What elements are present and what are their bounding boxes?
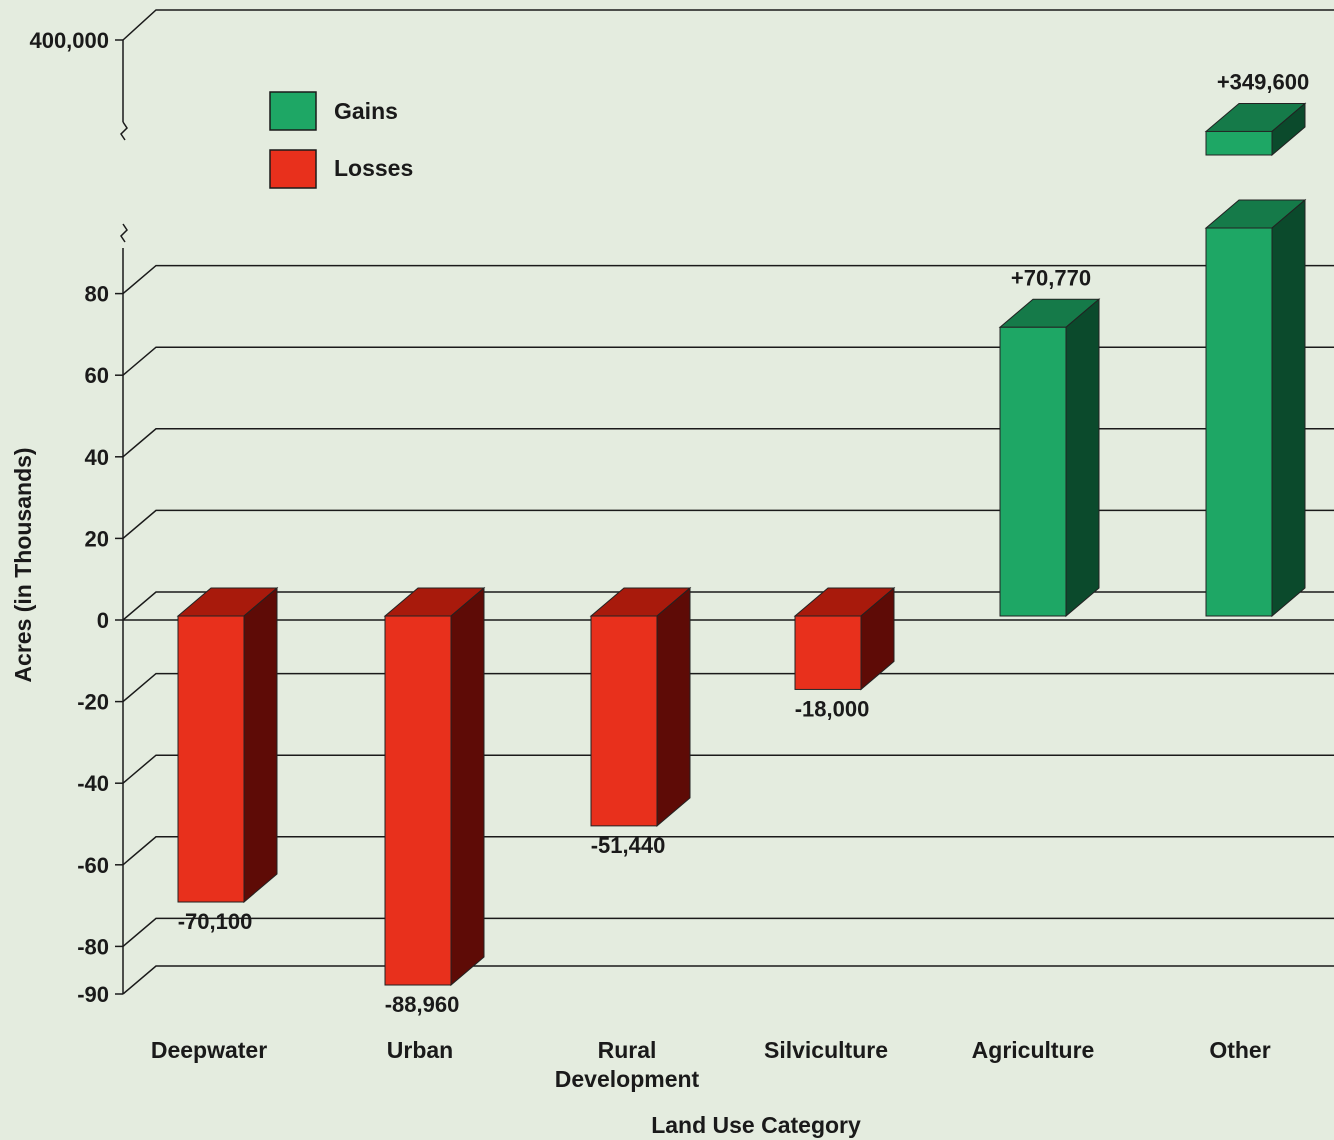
y-tick-label: -40 xyxy=(77,771,109,796)
bar-side-face-upper xyxy=(1271,102,1306,157)
bar-side-face xyxy=(656,586,691,827)
axis-break-mark-upper xyxy=(120,121,128,141)
y-tick-label: 40 xyxy=(85,445,109,470)
data-label: -18,000 xyxy=(795,696,870,721)
data-label: -70,100 xyxy=(178,909,253,934)
bar xyxy=(793,586,896,691)
category-label: Deepwater xyxy=(151,1037,267,1063)
bar-front-face xyxy=(794,615,862,690)
category-label: Silviculture xyxy=(764,1037,888,1063)
bar-side-face xyxy=(450,586,485,987)
bar xyxy=(998,298,1101,618)
bar-front-face xyxy=(177,615,245,903)
legend-gains-label: Gains xyxy=(334,98,398,124)
bar-front-face xyxy=(1205,227,1273,617)
bar-side-face xyxy=(243,586,278,904)
y-tick-label: -90 xyxy=(77,982,109,1007)
legend-losses-swatch xyxy=(269,149,317,189)
data-label: +349,600 xyxy=(1217,69,1309,94)
y-tick-label-upper: 400,000 xyxy=(29,28,109,53)
y-tick-label: 80 xyxy=(85,282,109,307)
bar-front-face xyxy=(590,615,658,827)
y-tick-label: 0 xyxy=(97,608,109,633)
bar-side-face xyxy=(860,586,895,691)
y-tick-label: -20 xyxy=(77,690,109,715)
y-tick-label: 20 xyxy=(85,526,109,551)
axis-break-mark-lower xyxy=(120,223,128,243)
gridline xyxy=(122,965,1334,995)
y-tick-label: 60 xyxy=(85,363,109,388)
bar-front-face xyxy=(384,615,452,986)
gridline xyxy=(122,754,1334,784)
y-tick-label: -60 xyxy=(77,853,109,878)
bar xyxy=(589,586,692,827)
gridline-upper xyxy=(122,9,1334,41)
y-axis: 80 60 40 20 0 -20 -40 -60 -80 -90 400,000 xyxy=(29,28,128,1007)
category-label: Agriculture xyxy=(972,1037,1095,1063)
gridline xyxy=(122,428,1334,458)
y-axis-title: Acres (in Thousands) xyxy=(10,447,36,682)
bar-side-face xyxy=(1271,198,1306,618)
bar-front-face-upper xyxy=(1205,130,1273,156)
gridline xyxy=(122,591,1334,621)
bar xyxy=(383,586,486,987)
gridline xyxy=(122,346,1334,376)
gridline xyxy=(122,264,1334,295)
gridline xyxy=(122,672,1334,703)
bar xyxy=(176,586,279,904)
y-tick-label: -80 xyxy=(77,934,109,959)
labels-layer: -70,100 -88,960 -51,440 -18,000 +70,770 +349,… xyxy=(151,69,1309,1092)
category-label: Other xyxy=(1209,1037,1270,1063)
legend: Gains Losses xyxy=(269,91,413,189)
legend-gains-swatch xyxy=(269,91,317,131)
gridline xyxy=(122,917,1334,947)
data-label: -51,440 xyxy=(591,833,666,858)
x-axis-title: Land Use Category xyxy=(651,1112,861,1138)
gridline xyxy=(122,836,1334,866)
bar xyxy=(1204,102,1307,618)
category-label: Development xyxy=(555,1066,700,1092)
grid-layer xyxy=(122,9,1334,995)
bars-layer xyxy=(176,102,1307,987)
category-label: Rural xyxy=(598,1037,657,1063)
bar-side-face xyxy=(1065,298,1100,618)
data-label: +70,770 xyxy=(1011,265,1091,290)
data-label: -88,960 xyxy=(385,992,460,1017)
gridline xyxy=(122,509,1334,539)
legend-losses-label: Losses xyxy=(334,155,413,181)
bar-front-face xyxy=(999,326,1067,617)
category-label: Urban xyxy=(387,1037,453,1063)
